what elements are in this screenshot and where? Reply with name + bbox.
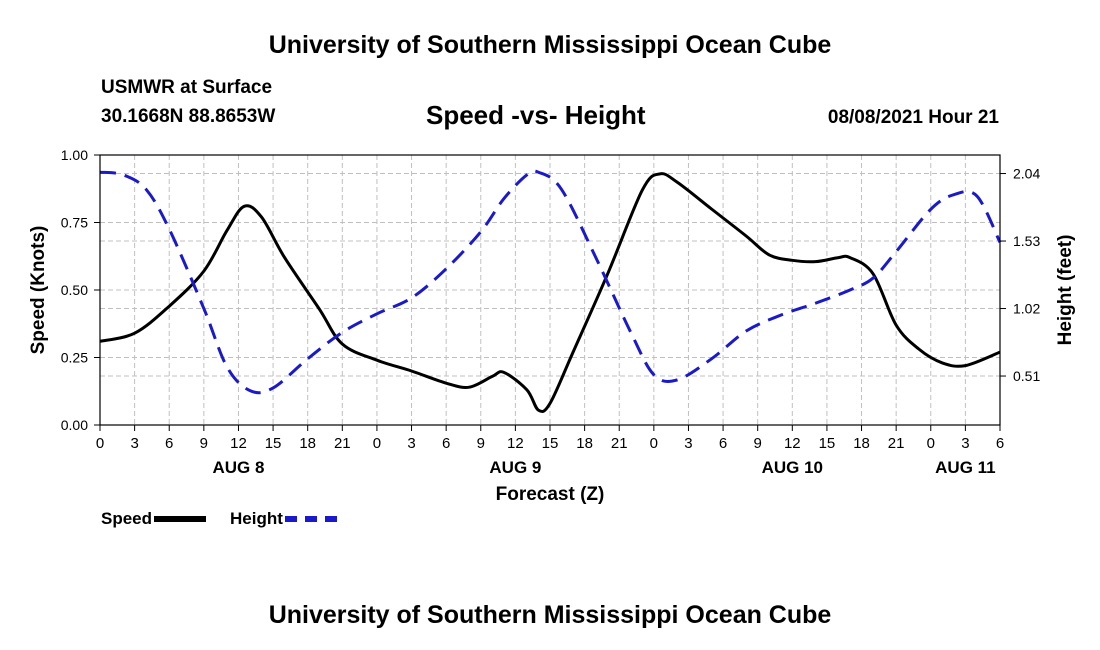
top-title: University of Southern Mississippi Ocean… — [268, 31, 832, 59]
legend-height-swatch — [284, 516, 337, 522]
x-tick-label: 15 — [265, 435, 282, 452]
day-label: AUG 9 — [489, 458, 541, 477]
station-label: USMWR at Surface — [101, 77, 273, 98]
x-tick-label: 9 — [477, 435, 485, 452]
height-series-line — [99, 169, 1002, 395]
y-tick-label: 1.00 — [61, 147, 88, 163]
x-tick-label: 12 — [230, 435, 247, 452]
legend-speed-swatch — [154, 516, 207, 522]
x-tick-label: 18 — [299, 435, 316, 452]
legend-height-label: Height — [230, 509, 283, 528]
y2-tick-label: 0.51 — [1013, 368, 1040, 384]
station-coords: 30.1668N 88.8653W — [101, 106, 276, 127]
x-tick-label: 21 — [611, 435, 628, 452]
forecast-datetime: 08/08/2021 Hour 21 — [827, 107, 999, 128]
x-tick-label: 3 — [407, 435, 415, 452]
x-tick-label: 9 — [200, 435, 208, 452]
grid-lines — [100, 155, 1000, 425]
series-lines — [99, 169, 1002, 414]
x-tick-label: 12 — [507, 435, 524, 452]
day-label: AUG 11 — [935, 458, 995, 477]
y2-tick-label: 2.04 — [1013, 166, 1040, 182]
y-tick-label: 0.50 — [61, 282, 88, 298]
legend-height: Height — [230, 509, 337, 529]
x-tick-label: 0 — [373, 435, 381, 452]
y-tick-label: 0.00 — [61, 417, 88, 433]
x-tick-label: 3 — [130, 435, 138, 452]
y2-tick-label: 1.53 — [1013, 233, 1040, 249]
speed-series-line — [99, 172, 1001, 414]
day-label: AUG 8 — [212, 458, 264, 477]
axes: 0 3 6 9 12 15 18 21 0 3 6 9 12 15 18 21 0 3 6 9 12 15 18 21 0 3 6 0… — [61, 147, 1041, 477]
x-tick-label: 6 — [442, 435, 450, 452]
x-tick-label: 0 — [650, 435, 658, 452]
y2-tick-label: 1.02 — [1013, 301, 1040, 317]
x-tick-label: 6 — [996, 435, 1004, 452]
x-tick-label: 21 — [334, 435, 351, 452]
x-tick-label: 3 — [684, 435, 692, 452]
x-tick-label: 0 — [96, 435, 104, 452]
x-tick-label: 6 — [719, 435, 727, 452]
y-tick-label: 0.75 — [61, 215, 88, 231]
x-axis-label: Forecast (Z) — [496, 484, 605, 505]
y2-axis-label: Height (feet) — [1055, 235, 1076, 346]
plot-title: Speed -vs- Height — [426, 100, 646, 130]
x-tick-label: 3 — [961, 435, 969, 452]
day-label: AUG 10 — [762, 458, 823, 477]
speed-height-chart: 0 3 6 9 12 15 18 21 0 3 6 9 12 15 18 21 0 3 6 9 12 15 18 21 0 3 6 0… — [28, 147, 1076, 505]
x-tick-label: 18 — [576, 435, 593, 452]
bottom-title: University of Southern Mississippi Ocean… — [268, 601, 832, 629]
x-tick-label: 9 — [754, 435, 762, 452]
y-tick-label: 0.25 — [61, 350, 88, 366]
x-tick-label: 18 — [853, 435, 870, 452]
legend-speed-label: Speed — [101, 509, 153, 528]
x-tick-label: 15 — [542, 435, 559, 452]
legend-speed: Speed — [101, 509, 207, 529]
y-axis-label: Speed (Knots) — [28, 226, 49, 355]
x-tick-label: 12 — [784, 435, 801, 452]
x-tick-label: 6 — [165, 435, 173, 452]
x-tick-label: 0 — [927, 435, 935, 452]
x-tick-label: 15 — [819, 435, 836, 452]
x-tick-label: 21 — [888, 435, 905, 452]
